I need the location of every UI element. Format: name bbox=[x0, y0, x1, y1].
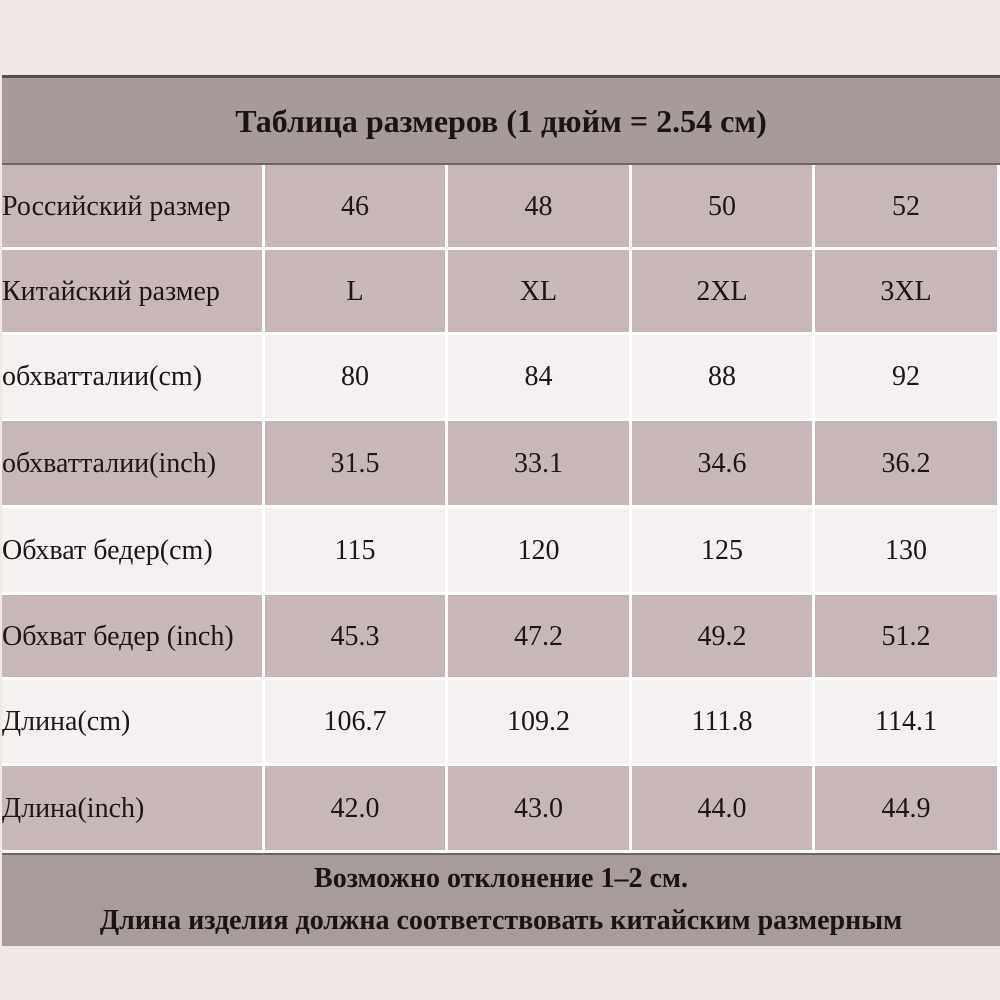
row-label: Российский размер bbox=[2, 165, 265, 250]
size-value: 48 bbox=[448, 165, 632, 250]
size-value: 49.2 bbox=[632, 595, 815, 680]
row-label: обхватталии(cm) bbox=[2, 335, 265, 421]
size-value: 120 bbox=[448, 508, 632, 595]
size-value: 50 bbox=[632, 165, 815, 250]
size-value: 44.0 bbox=[632, 766, 815, 853]
size-value: 111.8 bbox=[632, 680, 815, 766]
row-label: Длина(cm) bbox=[2, 680, 265, 766]
size-value: 31.5 bbox=[265, 421, 448, 508]
size-value: 46 bbox=[265, 165, 448, 250]
table-title: Таблица размеров (1 дюйм = 2.54 см) bbox=[2, 78, 1000, 165]
row-label: Обхват бедер(cm) bbox=[2, 508, 265, 595]
size-value: 36.2 bbox=[815, 421, 1000, 508]
size-value: 52 bbox=[815, 165, 1000, 250]
size-value: 44.9 bbox=[815, 766, 1000, 853]
size-value: 80 bbox=[265, 335, 448, 421]
footer-line: Длина изделия должна соответствовать кит… bbox=[99, 905, 903, 936]
size-value: 3XL bbox=[815, 250, 1000, 335]
size-value: 106.7 bbox=[265, 680, 448, 766]
size-value: 92 bbox=[815, 335, 1000, 421]
size-value: 125 bbox=[632, 508, 815, 595]
row-label: Китайский размер bbox=[2, 250, 265, 335]
row-label: Обхват бедер (inch) bbox=[2, 595, 265, 680]
size-value: 42.0 bbox=[265, 766, 448, 853]
size-value: 114.1 bbox=[815, 680, 1000, 766]
size-value: 43.0 bbox=[448, 766, 632, 853]
size-value: 34.6 bbox=[632, 421, 815, 508]
row-label: Длина(inch) bbox=[2, 766, 265, 853]
size-value: 130 bbox=[815, 508, 1000, 595]
size-value: 115 bbox=[265, 508, 448, 595]
size-value: L bbox=[265, 250, 448, 335]
size-table: Таблица размеров (1 дюйм = 2.54 см) Возм… bbox=[2, 75, 1000, 946]
size-value: 45.3 bbox=[265, 595, 448, 680]
size-value: 51.2 bbox=[815, 595, 1000, 680]
size-value: 84 bbox=[448, 335, 632, 421]
size-value: 47.2 bbox=[448, 595, 632, 680]
size-value: XL bbox=[448, 250, 632, 335]
footer-line: Возможно отклонение 1–2 см. bbox=[314, 863, 688, 894]
footer: Возможно отклонение 1–2 см. Длина издели… bbox=[2, 853, 1000, 946]
size-value: 33.1 bbox=[448, 421, 632, 508]
row-label: обхватталии(inch) bbox=[2, 421, 265, 508]
size-value: 2XL bbox=[632, 250, 815, 335]
size-value: 88 bbox=[632, 335, 815, 421]
size-value: 109.2 bbox=[448, 680, 632, 766]
